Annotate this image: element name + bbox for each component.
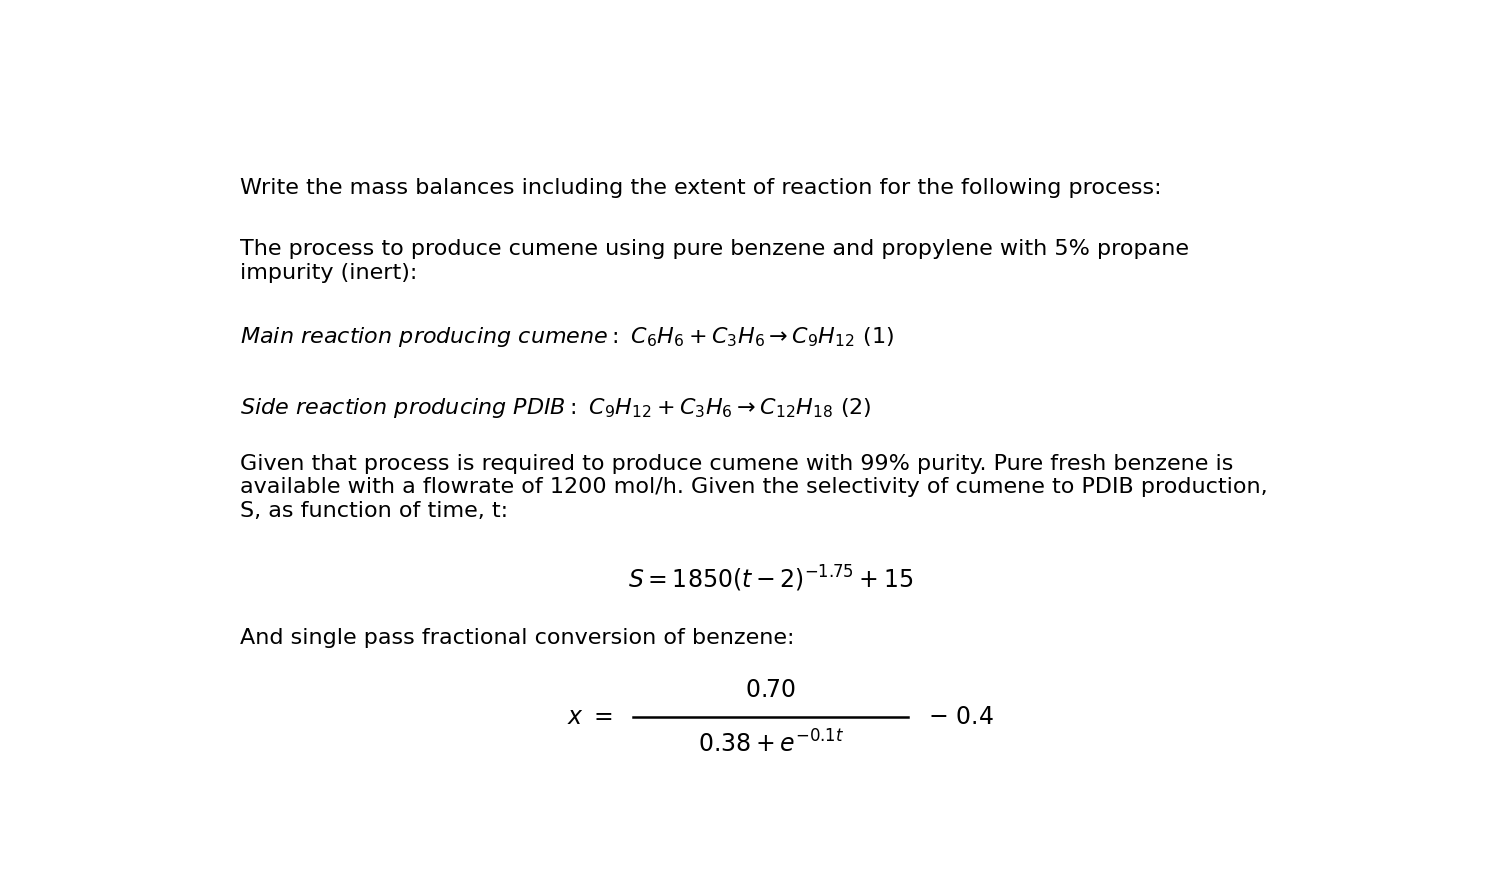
Text: Write the mass balances including the extent of reaction for the following proce: Write the mass balances including the ex…: [241, 178, 1163, 198]
Text: And single pass fractional conversion of benzene:: And single pass fractional conversion of…: [241, 628, 796, 649]
Text: The process to produce cumene using pure benzene and propylene with 5% propane
i: The process to produce cumene using pure…: [241, 239, 1190, 283]
Text: $S = 1850(t - 2)^{-1.75} + 15$: $S = 1850(t - 2)^{-1.75} + 15$: [629, 563, 913, 594]
Text: $-\ 0.4$: $-\ 0.4$: [928, 705, 994, 729]
Text: $\mathit{Side\ reaction\ producing\ PDIB}$$\mathit{:}\ C_9H_{12} + C_3H_6 \right: $\mathit{Side\ reaction\ producing\ PDIB…: [241, 396, 872, 420]
Text: $x\ =$: $x\ =$: [567, 705, 614, 729]
Text: $0.70$: $0.70$: [746, 678, 796, 702]
Text: Given that process is required to produce cumene with 99% purity. Pure fresh ben: Given that process is required to produc…: [241, 455, 1268, 521]
Text: $\mathit{Main\ reaction\ producing\ cumene}$$\mathit{:}\ C_6H_6 + C_3H_6 \righta: $\mathit{Main\ reaction\ producing\ cume…: [241, 324, 895, 348]
Text: $0.38 + e^{-0.1t}$: $0.38 + e^{-0.1t}$: [698, 731, 844, 758]
